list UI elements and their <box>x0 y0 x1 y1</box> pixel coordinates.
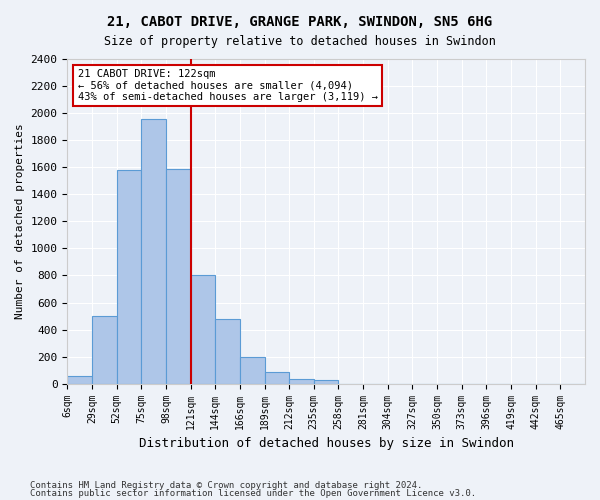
Text: Contains HM Land Registry data © Crown copyright and database right 2024.: Contains HM Land Registry data © Crown c… <box>30 481 422 490</box>
Bar <box>141 118 166 384</box>
Bar <box>314 380 338 384</box>
Text: 21, CABOT DRIVE, GRANGE PARK, SWINDON, SN5 6HG: 21, CABOT DRIVE, GRANGE PARK, SWINDON, S… <box>107 15 493 29</box>
Bar <box>240 358 265 384</box>
Bar <box>116 170 141 384</box>
Bar <box>92 316 116 384</box>
Bar <box>67 376 92 384</box>
Text: 21 CABOT DRIVE: 122sqm
← 56% of detached houses are smaller (4,094)
43% of semi-: 21 CABOT DRIVE: 122sqm ← 56% of detached… <box>77 68 377 102</box>
Bar <box>191 276 215 384</box>
Bar <box>215 319 240 384</box>
X-axis label: Distribution of detached houses by size in Swindon: Distribution of detached houses by size … <box>139 437 514 450</box>
Text: Size of property relative to detached houses in Swindon: Size of property relative to detached ho… <box>104 35 496 48</box>
Bar <box>289 379 314 384</box>
Bar <box>265 372 289 384</box>
Y-axis label: Number of detached properties: Number of detached properties <box>15 124 25 319</box>
Bar <box>166 168 191 384</box>
Text: Contains public sector information licensed under the Open Government Licence v3: Contains public sector information licen… <box>30 488 476 498</box>
